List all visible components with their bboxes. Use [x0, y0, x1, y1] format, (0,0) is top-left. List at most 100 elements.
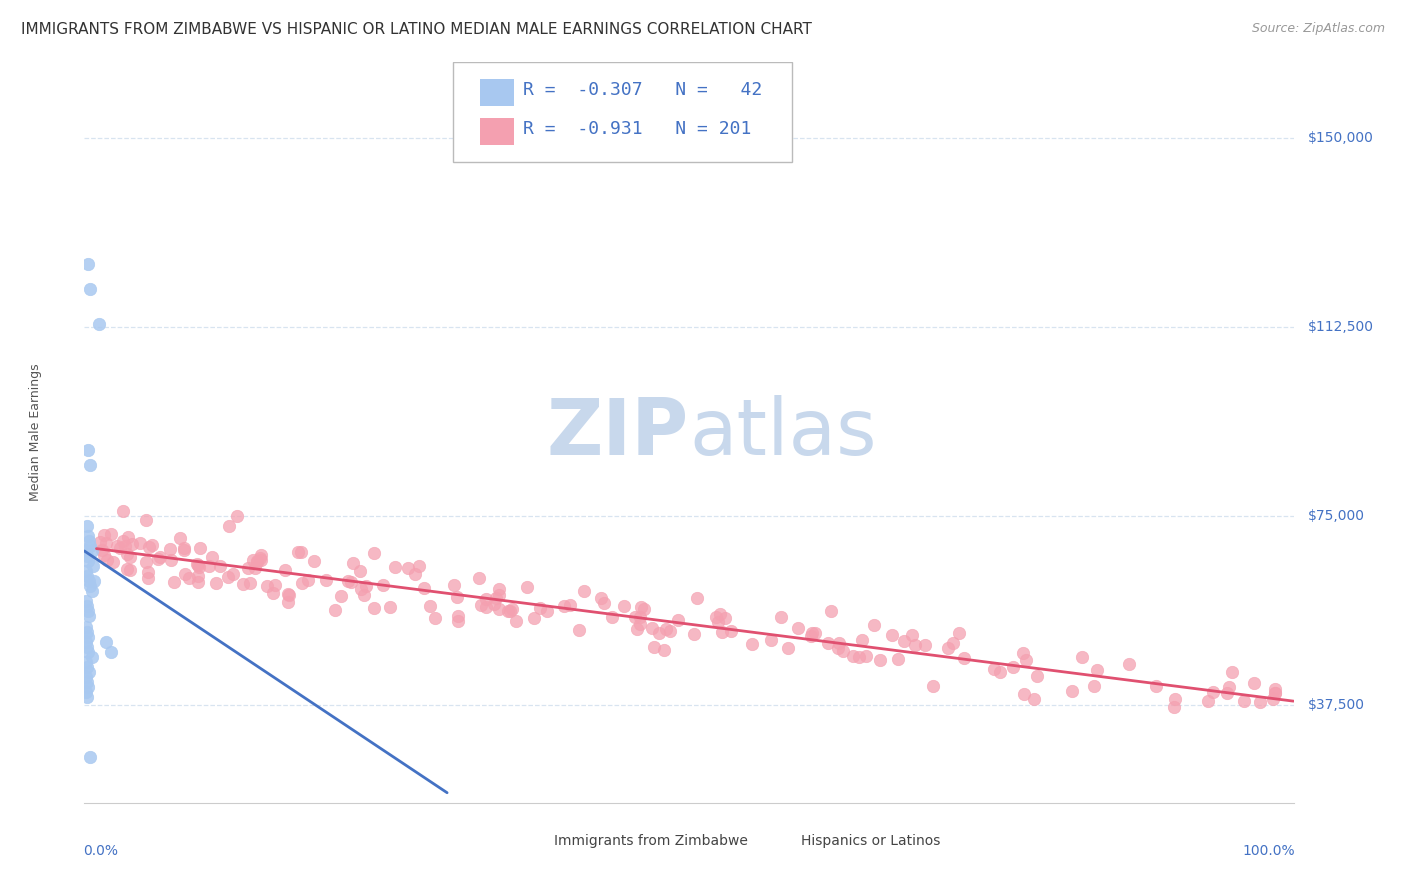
Point: [75, 619, 97, 633]
Point: [516, 580, 538, 594]
Point: [887, 652, 910, 666]
Point: [82, 559, 104, 574]
Point: [470, 598, 492, 612]
Point: [75, 564, 97, 578]
Text: Source: ZipAtlas.com: Source: ZipAtlas.com: [1251, 22, 1385, 36]
Point: [101, 555, 124, 569]
Point: [75, 685, 97, 699]
Point: [848, 649, 870, 664]
Point: [488, 601, 510, 615]
Point: [707, 615, 730, 630]
Point: [408, 559, 430, 574]
Point: [443, 578, 465, 592]
Point: [769, 610, 792, 624]
Point: [80, 544, 103, 558]
Point: [482, 597, 505, 611]
Point: [787, 621, 810, 635]
Point: [641, 621, 664, 635]
Point: [121, 537, 143, 551]
Point: [630, 609, 652, 624]
Point: [115, 561, 138, 575]
Point: [141, 538, 163, 552]
Point: [488, 582, 510, 597]
Point: [249, 553, 271, 567]
Point: [558, 599, 581, 613]
Point: [948, 626, 970, 640]
Point: [205, 576, 228, 591]
Point: [120, 563, 142, 577]
Point: [398, 561, 420, 575]
Point: [683, 627, 706, 641]
Point: [901, 628, 924, 642]
Point: [1264, 681, 1286, 696]
Point: [659, 624, 682, 638]
Point: [218, 518, 240, 533]
Point: [842, 648, 865, 663]
Point: [339, 574, 361, 589]
Point: [1083, 680, 1105, 694]
Point: [76, 674, 98, 689]
Point: [778, 640, 800, 655]
Point: [384, 559, 406, 574]
Text: $37,500: $37,500: [1308, 698, 1365, 712]
Point: [714, 610, 737, 624]
Point: [114, 539, 136, 553]
Point: [236, 561, 259, 575]
Point: [425, 610, 447, 624]
Point: [75, 655, 97, 669]
Point: [1012, 646, 1035, 660]
Point: [1002, 660, 1025, 674]
Point: [488, 588, 510, 602]
Point: [914, 638, 936, 652]
Text: $150,000: $150,000: [1308, 131, 1374, 145]
Point: [342, 556, 364, 570]
Point: [79, 539, 101, 553]
Point: [633, 601, 655, 615]
Bar: [479, 118, 513, 145]
Point: [75, 634, 97, 648]
Point: [505, 614, 527, 628]
Point: [77, 257, 100, 271]
Point: [363, 547, 385, 561]
Point: [77, 630, 100, 644]
Point: [419, 599, 441, 614]
Text: R =  -0.307   N =   42: R = -0.307 N = 42: [523, 81, 762, 99]
Point: [249, 548, 271, 562]
Point: [76, 640, 98, 654]
Point: [666, 613, 689, 627]
Point: [1071, 649, 1094, 664]
Point: [1243, 676, 1265, 690]
Point: [77, 574, 100, 589]
Point: [209, 558, 232, 573]
Point: [378, 600, 401, 615]
Text: ZIP: ZIP: [547, 394, 689, 471]
Point: [96, 553, 118, 567]
Point: [404, 567, 426, 582]
Text: 0.0%: 0.0%: [83, 844, 118, 857]
Point: [187, 558, 209, 572]
Point: [108, 541, 131, 555]
Point: [77, 554, 100, 568]
Point: [174, 567, 197, 582]
Point: [804, 625, 827, 640]
Point: [77, 680, 100, 694]
Point: [349, 564, 371, 578]
Point: [904, 639, 927, 653]
Point: [1144, 679, 1167, 693]
Point: [1026, 669, 1049, 683]
Point: [591, 591, 613, 605]
Point: [336, 574, 359, 589]
Point: [77, 604, 100, 618]
Point: [249, 551, 271, 566]
Bar: [479, 79, 513, 105]
Text: Immigrants from Zimbabwe: Immigrants from Zimbabwe: [554, 833, 748, 847]
Point: [593, 597, 616, 611]
Point: [188, 541, 211, 556]
Point: [169, 531, 191, 545]
Point: [226, 508, 249, 523]
Point: [277, 587, 299, 601]
Point: [117, 530, 139, 544]
Point: [264, 578, 287, 592]
Point: [501, 602, 523, 616]
Point: [613, 599, 636, 613]
